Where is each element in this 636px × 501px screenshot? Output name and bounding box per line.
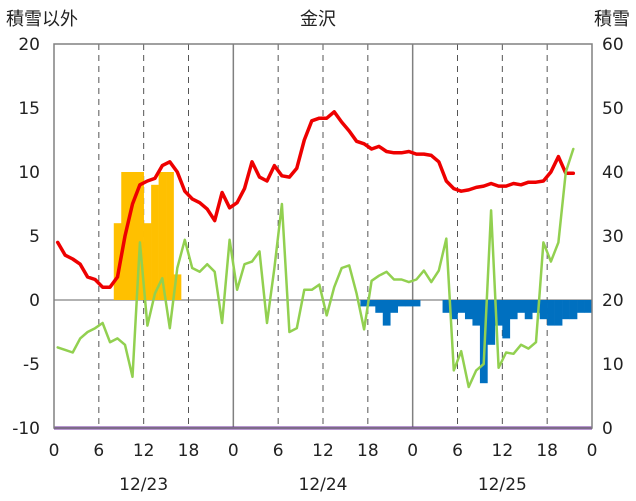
x-tick-label: 0 bbox=[587, 441, 598, 461]
x-tick-label: 0 bbox=[49, 441, 60, 461]
x-tick-label: 12 bbox=[133, 441, 155, 461]
right-tick-label: 30 bbox=[602, 227, 624, 247]
right-tick-label: 50 bbox=[602, 99, 624, 119]
snowfall-bar bbox=[151, 184, 159, 300]
snow_depth_change-bar bbox=[367, 300, 376, 307]
snow_depth_change-bar bbox=[547, 300, 555, 326]
snow_depth_change-bar bbox=[382, 300, 391, 326]
snow_depth_change-bar bbox=[397, 300, 406, 307]
right-axis-label: 積雪 bbox=[594, 9, 630, 30]
snow_depth_change-bar bbox=[442, 300, 451, 313]
snowfall-bar bbox=[136, 172, 144, 300]
x-tick-label: 6 bbox=[452, 441, 463, 461]
plot-frame bbox=[53, 43, 593, 429]
snowfall-bar bbox=[173, 274, 182, 300]
snow_depth_change-bar bbox=[494, 300, 503, 326]
left-tick-label: 15 bbox=[18, 99, 40, 119]
left-tick-label: -10 bbox=[12, 419, 40, 439]
snow_depth_change-bar bbox=[457, 300, 466, 313]
date-label: 12/24 bbox=[299, 475, 348, 495]
x-tick-label: 12 bbox=[312, 441, 334, 461]
x-tick-label: 6 bbox=[93, 441, 104, 461]
chart-title: 金沢 bbox=[300, 9, 336, 30]
snow_depth_change-bar bbox=[464, 300, 473, 320]
left-tick-label: 5 bbox=[29, 227, 40, 247]
right-tick-label: 20 bbox=[602, 291, 624, 311]
snow_depth_change-bar bbox=[584, 300, 593, 313]
snowfall-bar bbox=[143, 223, 152, 300]
snowfall-bar bbox=[128, 172, 137, 300]
snow_depth_change-bar bbox=[532, 300, 540, 313]
snowfall-bar bbox=[158, 172, 167, 300]
snow_depth_change-bar bbox=[524, 300, 533, 320]
snow_depth_change-bar bbox=[487, 300, 496, 345]
snow_depth_change-bar bbox=[562, 300, 570, 320]
snow_depth_change-bar bbox=[360, 300, 369, 307]
snow_depth_change-bar bbox=[472, 300, 481, 326]
x-tick-label: 18 bbox=[178, 441, 200, 461]
right-tick-label: 10 bbox=[602, 355, 624, 375]
x-tick-label: 18 bbox=[536, 441, 558, 461]
right-tick-label: 40 bbox=[602, 163, 624, 183]
x-tick-label: 18 bbox=[357, 441, 379, 461]
snow_depth_change-bar bbox=[405, 300, 413, 307]
x-tick-label: 0 bbox=[407, 441, 418, 461]
date-label: 12/23 bbox=[119, 475, 168, 495]
snow_depth_change-bar bbox=[390, 300, 399, 313]
snow_depth_change-bar bbox=[539, 300, 548, 320]
snow_depth_change-bar bbox=[509, 300, 518, 320]
snow_depth_change-bar bbox=[517, 300, 526, 313]
temperature-line bbox=[55, 110, 576, 289]
snow_depth_change-bar bbox=[412, 300, 421, 307]
snow_depth_change-bar bbox=[375, 300, 384, 313]
left-tick-label: 20 bbox=[18, 35, 40, 55]
snow_depth_change-bar bbox=[577, 300, 585, 313]
snow_depth_change-bar bbox=[502, 300, 511, 339]
wind-line bbox=[56, 147, 575, 389]
left-tick-label: 10 bbox=[18, 163, 40, 183]
snow_depth_change-bar bbox=[450, 300, 458, 320]
snowfall-bar bbox=[113, 223, 122, 300]
x-tick-label: 6 bbox=[273, 441, 284, 461]
date-label: 12/25 bbox=[478, 475, 527, 495]
x-tick-label: 12 bbox=[492, 441, 514, 461]
left-tick-label: 0 bbox=[29, 291, 40, 311]
right-tick-label: 0 bbox=[602, 419, 613, 439]
snow_depth_change-bar bbox=[554, 300, 563, 326]
x-tick-label: 0 bbox=[228, 441, 239, 461]
snowfall-bar bbox=[166, 172, 174, 300]
left-tick-label: -5 bbox=[23, 355, 40, 375]
snow_depth_change-bar bbox=[569, 300, 578, 320]
left-axis-label: 積雪以外 bbox=[6, 9, 78, 30]
right-tick-label: 60 bbox=[602, 35, 624, 55]
